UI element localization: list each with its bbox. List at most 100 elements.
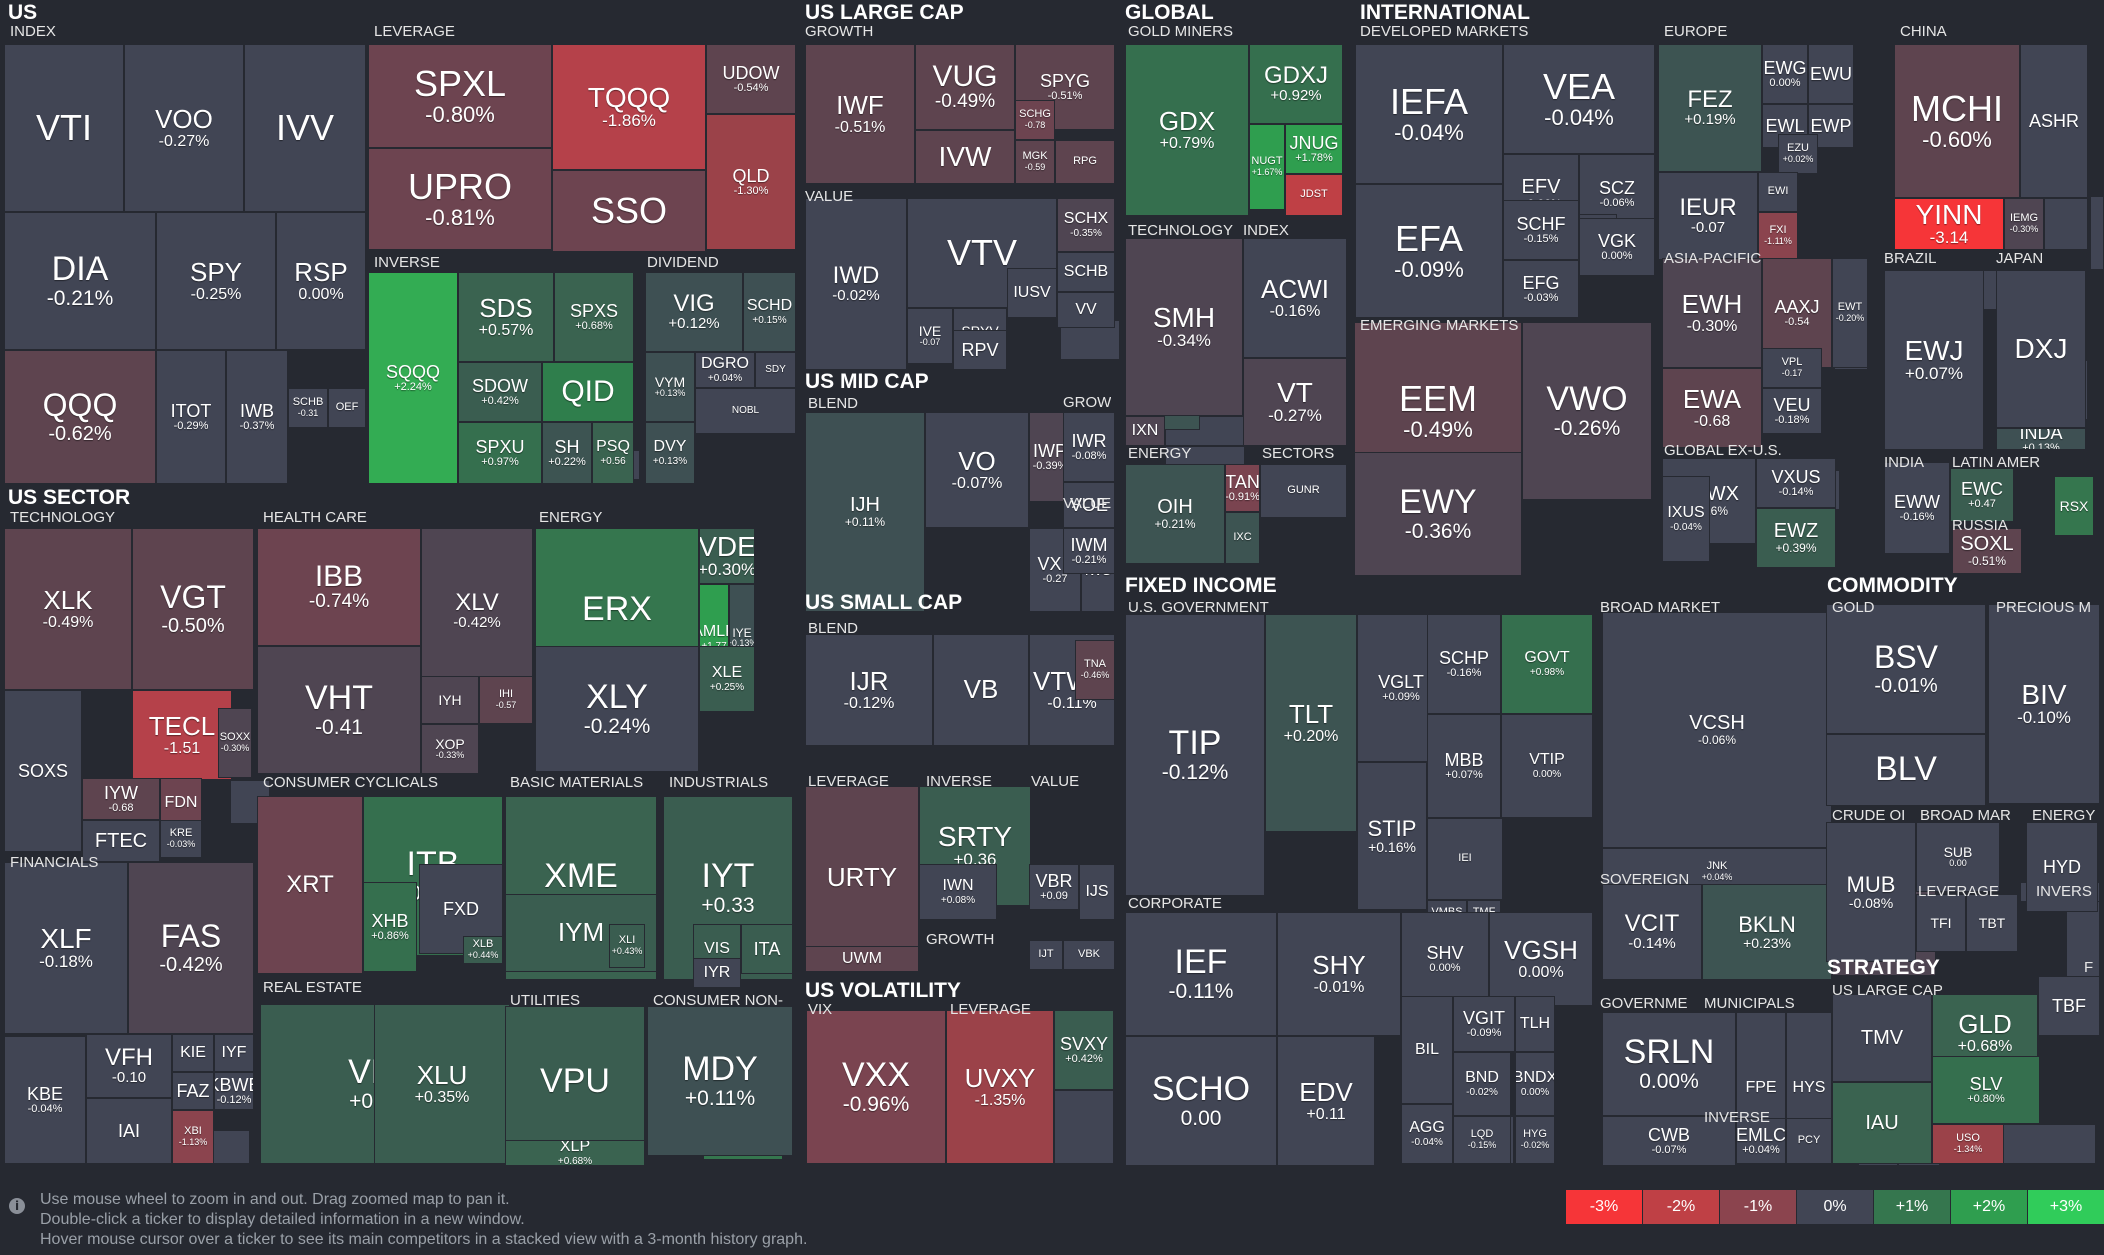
ticker-tile-vti[interactable]: VTI [4, 44, 124, 212]
ticker-tile-vde[interactable]: VDE +0.30% [699, 528, 755, 584]
ticker-tile-govt[interactable]: GOVT +0.98% [1501, 614, 1593, 714]
ticker-tile-emlc[interactable]: EMLC +0.04% [1736, 1118, 1786, 1164]
ticker-tile-upro[interactable]: UPRO -0.81% [368, 148, 552, 250]
ticker-tile-ashr[interactable]: ASHR [2020, 44, 2088, 198]
ticker-tile-ewa[interactable]: EWA -0.68 [1662, 368, 1762, 448]
ticker-tile-itot[interactable]: ITOT -0.29% [156, 350, 226, 484]
ticker-tile-tan[interactable]: TAN -0.91% [1225, 464, 1260, 512]
ticker-tile-kbwb[interactable]: KBWB-0.12% [214, 1072, 254, 1110]
ticker-tile-vht[interactable]: VHT -0.41 [257, 646, 421, 774]
ticker-tile-udow[interactable]: UDOW -0.54% [706, 44, 796, 114]
ticker-tile-ibb[interactable]: IBB -0.74% [257, 528, 421, 646]
ticker-tile-soxx[interactable]: SOXX -0.30% [218, 708, 252, 778]
ticker-tile-vtip[interactable]: VTIP 0.00% [1501, 714, 1593, 818]
ticker-tile-schp[interactable]: SCHP -0.16% [1427, 614, 1501, 714]
ticker-tile-uvxy[interactable]: UVXY -1.35% [946, 1010, 1054, 1164]
ticker-tile-iau[interactable]: IAU [1832, 1082, 1932, 1164]
ticker-tile-uso[interactable]: USO -1.34% [1932, 1124, 2004, 1164]
ticker-tile-sdy[interactable]: SDY [755, 352, 796, 388]
ticker-tile-xlv[interactable]: XLV -0.42% [421, 528, 533, 694]
ticker-tile-xle[interactable]: XLE +0.25% [699, 646, 755, 712]
ticker-tile-ivw[interactable]: IVW [915, 130, 1015, 184]
ticker-tile-sds[interactable]: SDS +0.57% [458, 272, 554, 362]
ticker-tile-xlf[interactable]: XLF -0.18% [4, 862, 128, 1034]
ticker-tile-biv[interactable]: BIV -0.10% [1988, 604, 2100, 804]
ticker-tile-tecl[interactable]: TECL -1.51 [132, 690, 232, 780]
ticker-tile-vtv[interactable]: VTV [907, 198, 1057, 308]
ticker-tile-stip[interactable]: STIP +0.16% [1357, 762, 1427, 910]
ticker-tile-hyg[interactable]: HYG -0.02% [1515, 1116, 1555, 1164]
ticker-tile-fez[interactable]: FEZ +0.19% [1658, 44, 1762, 172]
ticker-tile-ewt[interactable]: EWT -0.20% [1832, 258, 1868, 368]
ticker-tile-dgro[interactable]: DGRO +0.04% [695, 352, 755, 388]
ticker-tile-ewj[interactable]: EWJ +0.07% [1884, 270, 1984, 450]
ticker-tile-soxl[interactable]: SOXL -0.51% [1952, 528, 2022, 574]
ticker-tile-vcit[interactable]: VCIT -0.14% [1602, 884, 1702, 980]
ticker-tile-lqd[interactable]: LQD -0.15% [1453, 1116, 1511, 1164]
ticker-tile-vfh[interactable]: VFH -0.10 [86, 1034, 172, 1098]
ticker-tile-fxi[interactable]: FXI -1.11% [1758, 212, 1798, 260]
ticker-tile-oef[interactable]: OEF [328, 388, 366, 428]
ticker-tile-rpv[interactable]: RPV [953, 330, 1007, 370]
ticker-tile-tna[interactable]: TNA -0.46% [1075, 640, 1115, 700]
ticker-tile-tbf[interactable]: TBF [2038, 976, 2100, 1036]
ticker-tile-ieur[interactable]: IEUR -0.07 [1658, 172, 1758, 260]
ticker-tile-vpl[interactable]: VPL -0.17 [1762, 348, 1822, 388]
ticker-tile-bnd[interactable]: BND -0.02% [1453, 1052, 1511, 1116]
ticker-tile-fas[interactable]: FAS -0.42% [128, 862, 254, 1034]
ticker-tile-iwp[interactable]: IWP -0.39% [1029, 412, 1071, 502]
ticker-tile-ewy[interactable]: EWY -0.36% [1354, 452, 1522, 576]
ticker-tile-ewu[interactable]: EWU [1808, 44, 1854, 104]
ticker-tile-slv[interactable]: SLV +0.80% [1932, 1056, 2040, 1124]
ticker-tile-shv[interactable]: SHV 0.00% [1401, 912, 1489, 1006]
ticker-tile-qqq[interactable]: QQQ -0.62% [4, 350, 156, 484]
ticker-tile-svxy[interactable]: SVXY +0.42% [1054, 1010, 1114, 1090]
ticker-tile-jnug[interactable]: JNUG +1.78% [1285, 124, 1343, 174]
ticker-tile-rpg[interactable]: RPG [1055, 140, 1115, 184]
ticker-tile-schd[interactable]: SCHD +0.15% [743, 272, 796, 352]
ticker-tile-bsv[interactable]: BSV -0.01% [1826, 604, 1986, 734]
ticker-tile-ezu[interactable]: EZU +0.02% [1778, 134, 1818, 174]
ticker-tile-soxs[interactable]: SOXS [4, 690, 82, 852]
ticker-tile-vgit[interactable]: VGIT -0.09% [1453, 996, 1515, 1052]
ticker-tile-ita[interactable]: ITA [741, 924, 793, 974]
ticker-tile-vwo[interactable]: VWO -0.26% [1522, 322, 1652, 500]
ticker-tile-vbr[interactable]: VBR +0.09 [1029, 864, 1079, 910]
ticker-tile-psq[interactable]: PSQ +0.56 [592, 422, 634, 484]
ticker-tile-vxx[interactable]: VXX -0.96% [806, 1010, 946, 1164]
ticker-tile-rsp[interactable]: RSP 0.00% [276, 212, 366, 350]
ticker-tile-vo[interactable]: VO -0.07% [925, 412, 1029, 528]
ticker-tile-dia[interactable]: DIA -0.21% [4, 212, 156, 350]
ticker-tile-gunr[interactable]: GUNR [1260, 464, 1347, 518]
ticker-tile-dxj[interactable]: DXJ [1996, 270, 2086, 428]
ticker-tile-vxus[interactable]: VXUS -0.14% [1756, 458, 1836, 508]
ticker-tile-ewh[interactable]: EWH -0.30% [1662, 258, 1762, 368]
ticker-tile-ixn[interactable]: IXN [1125, 416, 1165, 446]
ticker-tile-ftec[interactable]: FTEC [82, 820, 160, 862]
ticker-tile-iusv[interactable]: IUSV [1007, 268, 1057, 318]
ticker-tile-efg[interactable]: EFG -0.03% [1503, 260, 1579, 318]
ticker-tile-vbk[interactable]: VBK [1063, 940, 1115, 970]
ticker-tile-jdst[interactable]: JDST [1285, 174, 1343, 216]
ticker-tile-vgt[interactable]: VGT -0.50% [132, 528, 254, 690]
ticker-tile-cwb[interactable]: CWB -0.07% [1602, 1116, 1736, 1166]
ticker-tile-vpu[interactable]: VPU [505, 1006, 645, 1158]
ticker-tile-vt[interactable]: VT -0.27% [1243, 358, 1347, 446]
ticker-tile-tqqq[interactable]: TQQQ -1.86% [552, 44, 706, 170]
ticker-tile-smh[interactable]: SMH -0.34% [1125, 238, 1243, 416]
ticker-tile-urty[interactable]: URTY [805, 786, 919, 970]
ticker-tile-vig[interactable]: VIG +0.12% [645, 272, 743, 352]
ticker-tile-blv[interactable]: BLV [1826, 734, 1986, 806]
ticker-tile-ewg[interactable]: EWG 0.00% [1762, 44, 1808, 104]
ticker-tile-ixus[interactable]: IXUS -0.04% [1662, 476, 1710, 562]
ticker-tile-tip[interactable]: TIP -0.12% [1125, 614, 1265, 896]
ticker-tile-ivv[interactable]: IVV [244, 44, 366, 212]
ticker-tile-iwm[interactable]: IWM -0.21% [1063, 528, 1115, 574]
ticker-tile-inda[interactable]: INDA +0.13% [1996, 428, 2086, 450]
ticker-tile-sso[interactable]: SSO [552, 170, 706, 252]
ticker-tile-uwm[interactable]: UWM [805, 946, 919, 972]
ticker-tile-gdxj[interactable]: GDXJ +0.92% [1249, 44, 1343, 124]
ticker-tile-tlt[interactable]: TLT +0.20% [1265, 614, 1357, 832]
ticker-tile-mchi[interactable]: MCHI -0.60% [1894, 44, 2020, 198]
ticker-tile-srln[interactable]: SRLN 0.00% [1602, 1012, 1736, 1116]
